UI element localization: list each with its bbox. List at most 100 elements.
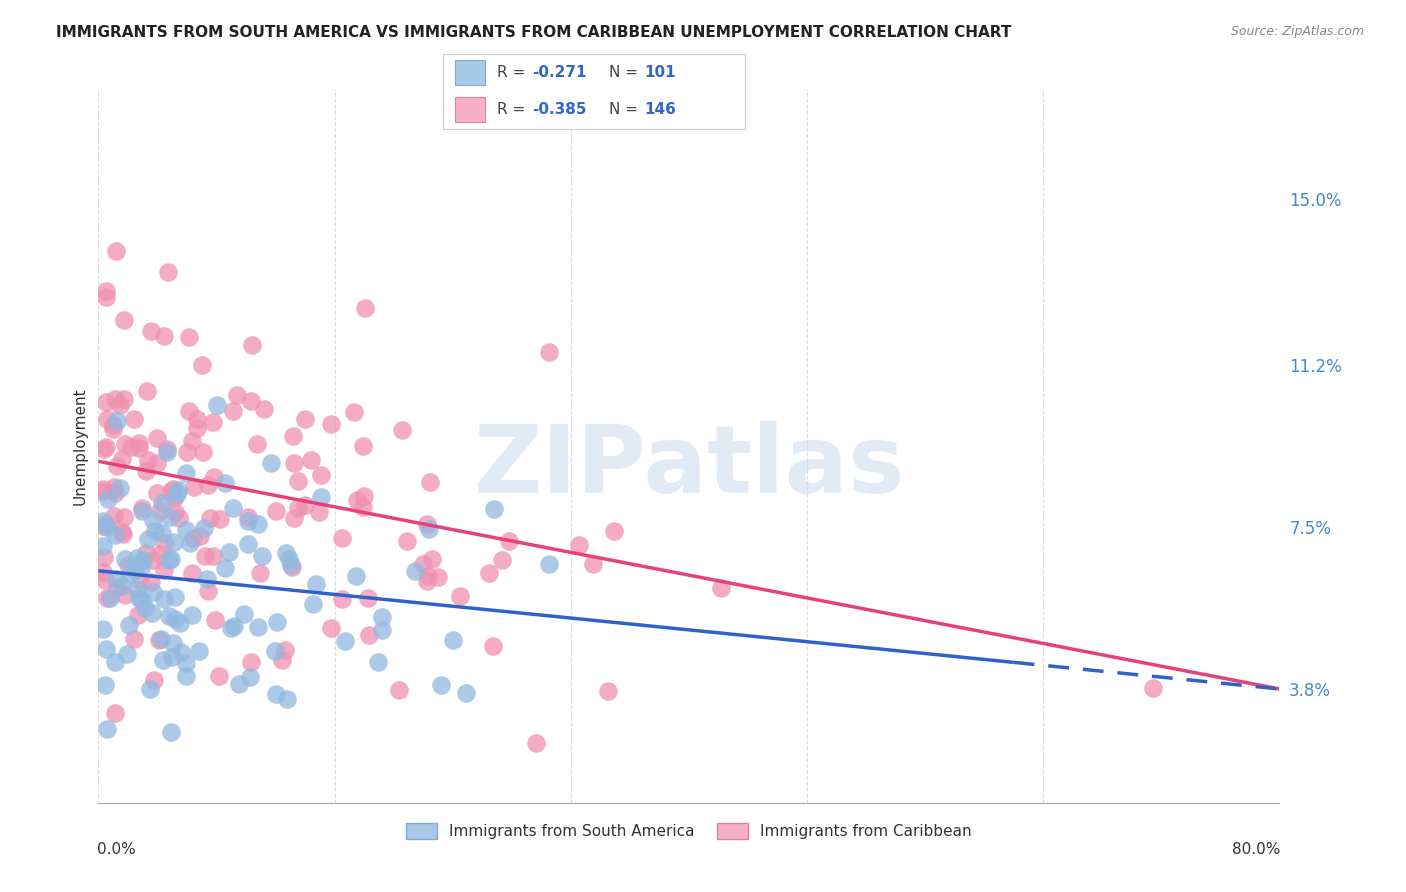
Point bbox=[181, 532, 204, 546]
Point bbox=[450, 590, 472, 604]
Point bbox=[353, 301, 375, 315]
Point bbox=[426, 570, 449, 584]
Point bbox=[159, 510, 181, 524]
Point bbox=[146, 431, 169, 445]
Point bbox=[156, 265, 179, 279]
Point bbox=[105, 458, 128, 473]
Point bbox=[391, 423, 413, 437]
Point bbox=[420, 552, 443, 566]
Point bbox=[94, 678, 117, 692]
Point bbox=[134, 600, 156, 615]
Point bbox=[131, 500, 153, 515]
Point bbox=[387, 683, 409, 698]
Point bbox=[277, 552, 299, 566]
Point bbox=[174, 668, 197, 682]
Point bbox=[419, 475, 441, 489]
Point bbox=[165, 505, 187, 519]
Point bbox=[152, 563, 174, 577]
Point bbox=[91, 482, 114, 496]
Point bbox=[94, 289, 117, 303]
Point bbox=[193, 445, 215, 459]
Point bbox=[266, 687, 288, 701]
Point bbox=[114, 552, 136, 566]
Point bbox=[247, 620, 270, 634]
Point bbox=[118, 618, 141, 632]
Point bbox=[346, 493, 368, 508]
Point bbox=[309, 468, 332, 483]
Text: IMMIGRANTS FROM SOUTH AMERICA VS IMMIGRANTS FROM CARIBBEAN UNEMPLOYMENT CORRELAT: IMMIGRANTS FROM SOUTH AMERICA VS IMMIGRA… bbox=[56, 25, 1011, 40]
Point bbox=[357, 591, 380, 605]
Point bbox=[416, 517, 439, 532]
Point bbox=[201, 415, 224, 429]
Point bbox=[294, 411, 316, 425]
Point bbox=[128, 435, 150, 450]
Point bbox=[111, 524, 134, 539]
Point bbox=[157, 609, 180, 624]
Point bbox=[186, 412, 208, 426]
Point bbox=[353, 489, 375, 503]
Point bbox=[129, 573, 152, 587]
Point bbox=[101, 418, 124, 433]
Point bbox=[412, 558, 434, 572]
Point bbox=[260, 456, 283, 470]
Text: 0.0%: 0.0% bbox=[97, 842, 136, 857]
Point bbox=[186, 421, 208, 435]
Point bbox=[344, 569, 367, 583]
Point bbox=[222, 403, 245, 417]
Point bbox=[183, 480, 205, 494]
Point bbox=[129, 561, 152, 575]
Point bbox=[103, 706, 125, 721]
Point bbox=[162, 482, 184, 496]
Point bbox=[603, 524, 626, 539]
Point bbox=[484, 502, 506, 516]
Point bbox=[1142, 681, 1164, 696]
Point bbox=[252, 549, 274, 563]
FancyBboxPatch shape bbox=[456, 96, 485, 122]
Point bbox=[94, 517, 117, 532]
Point bbox=[114, 437, 136, 451]
Point bbox=[264, 504, 287, 518]
Point bbox=[283, 456, 305, 470]
Point bbox=[204, 614, 226, 628]
Point bbox=[104, 244, 127, 258]
Point bbox=[112, 392, 135, 406]
Point bbox=[160, 650, 183, 665]
Point bbox=[174, 656, 197, 670]
Point bbox=[105, 414, 128, 428]
Point bbox=[524, 736, 547, 750]
Text: 101: 101 bbox=[644, 65, 675, 80]
Text: 146: 146 bbox=[644, 102, 676, 117]
Point bbox=[271, 653, 294, 667]
Point bbox=[319, 621, 342, 635]
Point bbox=[195, 572, 218, 586]
Text: Source: ZipAtlas.com: Source: ZipAtlas.com bbox=[1230, 25, 1364, 38]
Point bbox=[396, 533, 419, 548]
Point bbox=[218, 545, 240, 559]
Point bbox=[104, 392, 127, 406]
Point bbox=[240, 338, 263, 352]
Point bbox=[202, 470, 225, 484]
Point bbox=[143, 673, 166, 687]
Point bbox=[294, 498, 316, 512]
Point bbox=[710, 581, 733, 595]
Point bbox=[538, 557, 561, 571]
Point bbox=[441, 633, 464, 648]
Point bbox=[97, 491, 120, 506]
Point bbox=[582, 557, 605, 571]
Text: N =: N = bbox=[609, 102, 643, 117]
Point bbox=[148, 633, 170, 648]
Point bbox=[150, 632, 173, 646]
Point bbox=[219, 621, 242, 635]
Point bbox=[91, 539, 114, 553]
Point bbox=[280, 558, 302, 573]
Point bbox=[238, 514, 260, 528]
Point bbox=[146, 456, 169, 470]
Point bbox=[150, 496, 173, 510]
FancyBboxPatch shape bbox=[456, 61, 485, 86]
Point bbox=[352, 500, 374, 515]
Point bbox=[276, 692, 298, 706]
Point bbox=[308, 505, 330, 519]
Point bbox=[122, 632, 145, 646]
Point bbox=[120, 440, 142, 454]
Point bbox=[415, 574, 437, 588]
